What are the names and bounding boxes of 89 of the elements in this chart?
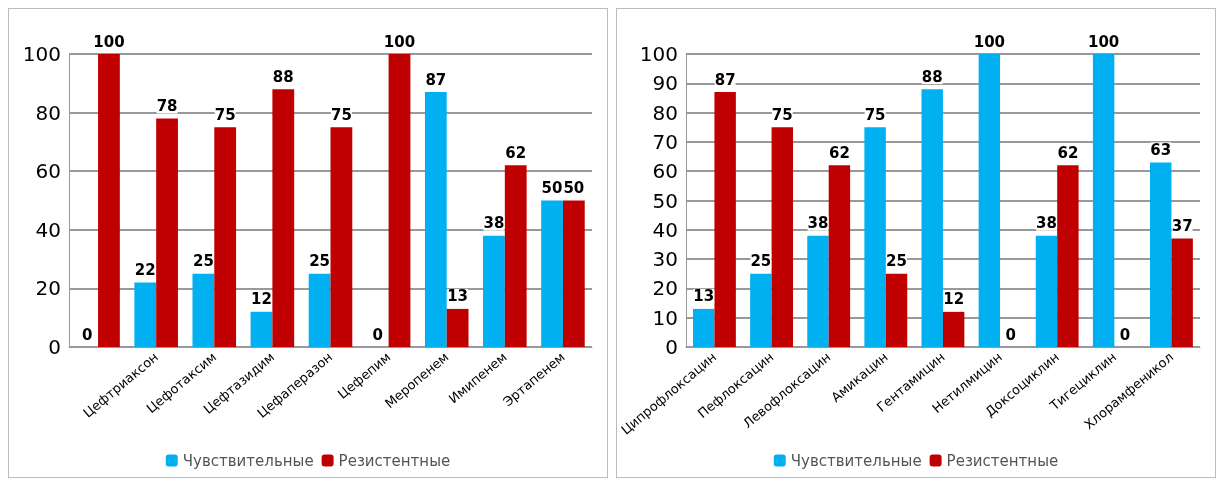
data-label: 87 [425, 70, 447, 89]
bar [156, 118, 178, 347]
data-label: 75 [214, 105, 236, 124]
data-label: 75 [330, 105, 352, 124]
bar [714, 92, 736, 347]
data-label: 12 [251, 290, 272, 309]
y-tick-label: 60 [35, 159, 61, 184]
legend-label: Резистентные [338, 451, 451, 470]
data-label: 37 [1171, 217, 1193, 236]
data-label: 50 [563, 179, 585, 197]
data-label: 62 [1057, 143, 1079, 162]
bar [978, 54, 1001, 347]
data-label: 13 [447, 287, 469, 306]
y-tick-label: 70 [652, 129, 678, 154]
bar [693, 308, 715, 347]
bar [272, 89, 295, 347]
y-tick-label: 20 [35, 276, 61, 301]
data-label: 0 [372, 325, 383, 344]
data-label: 100 [383, 32, 416, 51]
bar [504, 165, 527, 347]
bar [446, 308, 469, 347]
bar [424, 92, 447, 347]
data-label: 22 [134, 261, 156, 280]
y-tick-label: 80 [35, 100, 61, 125]
data-label: 38 [807, 214, 829, 233]
y-tick-label: 0 [48, 335, 61, 359]
bar [828, 165, 851, 347]
data-label: 63 [1150, 140, 1172, 159]
bar [1150, 162, 1172, 347]
bar [98, 54, 120, 347]
legend-label: Чувствительные [182, 451, 314, 470]
bar [541, 200, 563, 347]
bar [1171, 238, 1193, 347]
data-label: 0 [81, 325, 93, 344]
y-tick-label: 60 [652, 159, 678, 184]
data-label: 25 [309, 252, 331, 271]
bar [864, 127, 886, 347]
data-label: 25 [750, 252, 772, 271]
y-tick-label: 40 [652, 217, 678, 242]
y-tick-label: 80 [652, 100, 678, 125]
legend-label: Резистентные [946, 451, 1059, 470]
y-tick-label: 0 [665, 335, 678, 359]
bar [921, 89, 943, 347]
bar [807, 235, 829, 347]
data-label: 78 [156, 96, 178, 115]
bar [250, 311, 273, 347]
data-label: 100 [93, 32, 125, 51]
bar [388, 54, 411, 347]
data-label: 88 [272, 67, 294, 86]
data-label: 100 [1087, 32, 1120, 51]
data-label: 88 [921, 67, 943, 86]
y-tick-label: 100 [639, 42, 678, 66]
data-label: 13 [693, 287, 715, 306]
data-label: 100 [973, 32, 1006, 51]
data-label: 62 [505, 143, 527, 162]
data-label: 25 [192, 252, 214, 271]
bar [942, 311, 965, 347]
bar [750, 273, 772, 347]
y-tick-label: 90 [652, 71, 678, 96]
data-label: 12 [943, 290, 965, 309]
data-label: 75 [864, 105, 886, 124]
y-tick-label: 40 [35, 217, 61, 242]
bar [192, 273, 215, 347]
data-label: 38 [1036, 214, 1057, 233]
data-label: 75 [771, 105, 793, 124]
data-label: 62 [828, 143, 850, 162]
y-tick-label: 100 [22, 42, 61, 66]
y-tick-label: 30 [652, 247, 678, 272]
bar [483, 235, 505, 347]
data-label: 50 [541, 179, 563, 197]
bar [885, 273, 908, 347]
bar [214, 127, 237, 347]
bar [1057, 165, 1079, 347]
bar [134, 282, 157, 347]
data-label: 38 [483, 214, 505, 233]
data-label: 25 [886, 252, 907, 271]
legend-label: Чувствительные [790, 451, 922, 470]
bar [771, 127, 793, 347]
bar [1092, 54, 1115, 347]
y-tick-label: 50 [652, 188, 678, 213]
bar [1035, 235, 1058, 347]
y-tick-label: 10 [652, 305, 678, 330]
bar [330, 127, 353, 347]
y-tick-label: 20 [652, 276, 678, 301]
data-label: 0 [1119, 325, 1131, 344]
bar [308, 273, 331, 347]
data-label: 87 [714, 70, 736, 89]
data-label: 0 [1005, 325, 1016, 344]
bar [562, 200, 585, 347]
